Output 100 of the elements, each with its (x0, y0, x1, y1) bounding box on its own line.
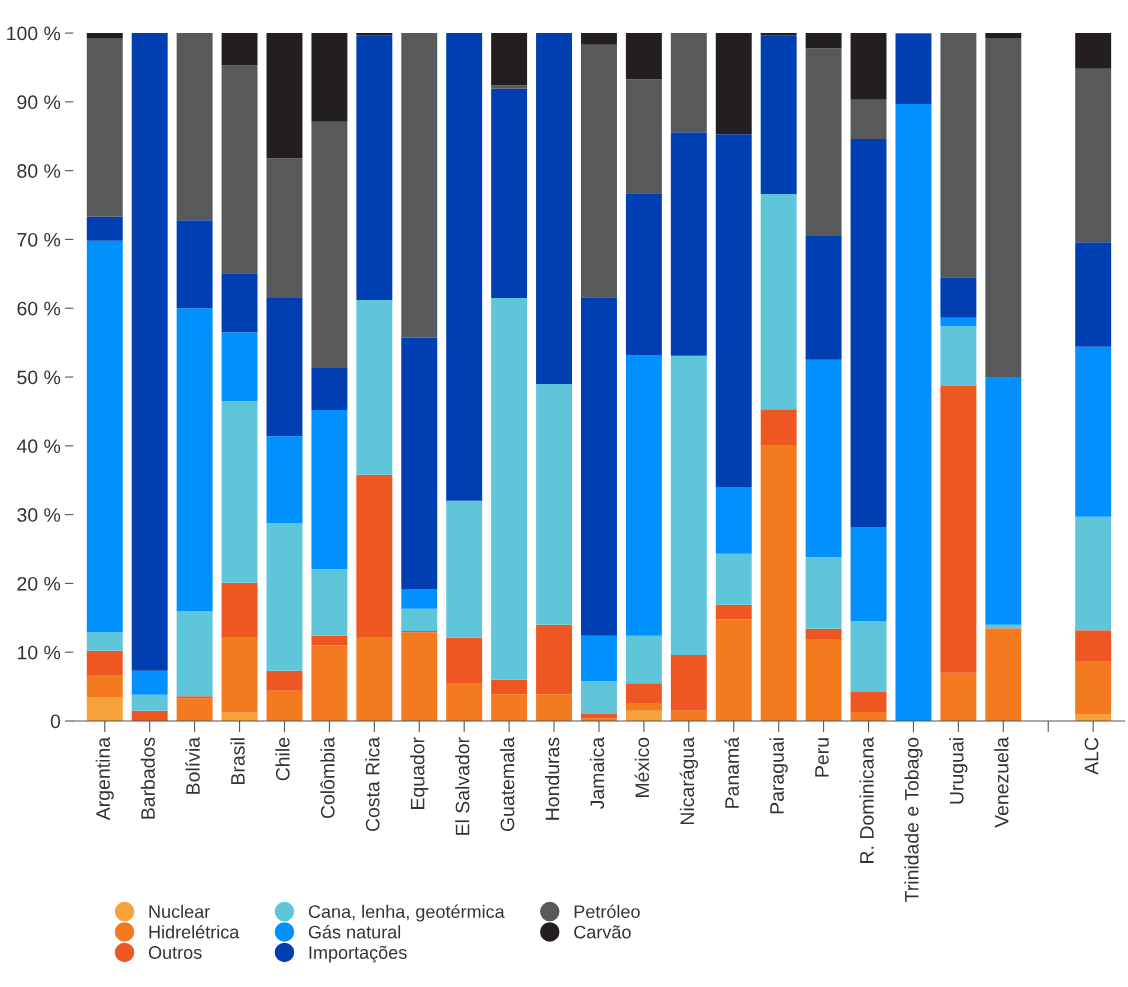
bar (176, 610, 213, 697)
bar (760, 409, 797, 446)
legend-label: Carvão (574, 925, 631, 939)
bar (266, 297, 303, 437)
bar (311, 33, 348, 122)
bar (311, 410, 348, 569)
x-tick-label: Guatemala (500, 736, 515, 832)
bar (86, 240, 123, 633)
bar (311, 368, 348, 411)
bar (221, 582, 258, 638)
y-tick-label: 70 % (17, 232, 61, 247)
bar (625, 703, 662, 711)
bar (850, 712, 887, 721)
bar (805, 628, 842, 640)
x-tick-label: Trinidade e Tobago (904, 737, 923, 902)
bar (176, 33, 213, 221)
bar (356, 299, 393, 475)
bar (536, 383, 573, 625)
bar (940, 326, 977, 386)
bar (985, 33, 1022, 38)
bar (266, 436, 303, 523)
bar (356, 33, 393, 36)
bar (491, 33, 528, 86)
bar (625, 683, 662, 704)
bar (850, 33, 887, 100)
x-tick-label: Equador (410, 737, 429, 809)
legend-label: Gás natural (308, 924, 401, 939)
bar (86, 650, 123, 675)
bar (940, 277, 977, 318)
bar (850, 527, 887, 622)
x-tick-label: México (634, 737, 650, 797)
bar (581, 297, 617, 636)
bar (850, 99, 887, 140)
bar (491, 694, 528, 721)
bar (985, 37, 1022, 378)
bar (625, 79, 662, 194)
bar (715, 604, 752, 620)
x-tick-label: Jamaica (589, 736, 605, 810)
legend-label: Outros (148, 946, 202, 959)
bar (176, 308, 213, 611)
bar (715, 33, 752, 135)
bar (176, 696, 213, 699)
bar (850, 139, 887, 527)
bar (805, 359, 842, 558)
bar (221, 637, 258, 713)
bar (131, 670, 168, 695)
bar (805, 557, 842, 629)
x-tick-label: Uruguai (949, 738, 968, 804)
bar (581, 44, 617, 298)
bar (670, 33, 707, 133)
y-tick-label: 10 % (17, 645, 61, 660)
bar (985, 377, 1022, 625)
bar (760, 35, 797, 195)
legend-label: Petróleo (574, 904, 640, 919)
x-tick-label: Costa Rica (365, 736, 380, 832)
bar (715, 619, 752, 721)
bar (221, 33, 258, 66)
x-tick-label: Paraguai (769, 738, 788, 814)
bar (581, 714, 617, 719)
bar (176, 698, 213, 721)
bar (266, 33, 303, 159)
x-tick-label: Chile (275, 737, 290, 781)
bar (625, 33, 662, 80)
bar (581, 635, 617, 682)
bar (131, 694, 168, 711)
bar (1075, 68, 1112, 243)
bar (356, 474, 393, 638)
bar (221, 65, 258, 274)
bar (760, 445, 797, 721)
bar (86, 216, 123, 241)
x-tick-label: Honduras (544, 737, 560, 820)
y-tick-label: 50 % (17, 370, 61, 385)
y-tick-label: 0 (50, 714, 61, 729)
x-tick-label: Nicarágua (679, 736, 698, 824)
bar (1075, 33, 1112, 69)
bar (131, 33, 168, 671)
bar (446, 683, 483, 721)
bar (266, 690, 303, 721)
bar (1075, 242, 1112, 347)
bar (895, 33, 932, 104)
x-tick-label: Peru (815, 738, 829, 777)
bar (895, 103, 932, 721)
bar (536, 624, 573, 695)
bar (401, 588, 438, 609)
bar (715, 487, 752, 554)
bar (86, 37, 123, 217)
bar (356, 35, 393, 300)
bar (805, 48, 842, 237)
bar (805, 639, 842, 721)
bar (401, 337, 438, 589)
y-tick-label: 90 % (17, 95, 61, 110)
bar (401, 632, 438, 721)
bar (401, 608, 438, 631)
x-tick-label: Barbados (140, 737, 155, 819)
bar (221, 401, 258, 583)
bar (536, 694, 573, 721)
bar (221, 273, 258, 333)
y-tick-label: 80 % (17, 164, 61, 178)
x-tick-label: R. Dominicana (859, 736, 874, 863)
bar (760, 194, 797, 410)
